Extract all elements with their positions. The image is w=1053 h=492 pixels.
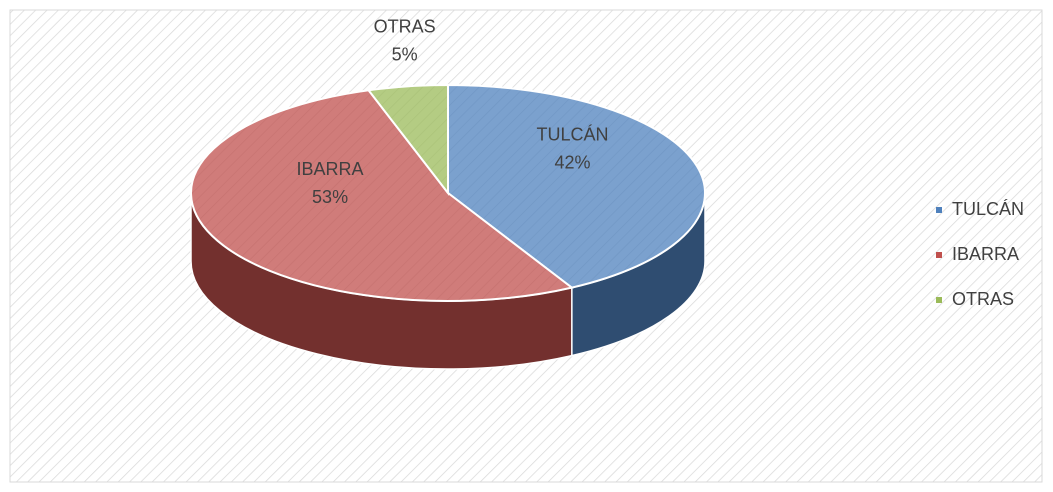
slice-label-name: TULCÁN [536, 124, 608, 144]
slice-label-value: 5% [392, 45, 418, 65]
pie-slice [366, 83, 449, 196]
slice-label-value: 53% [312, 187, 348, 207]
slice-label-value: 42% [554, 152, 590, 172]
legend-label: OTRAS [952, 289, 1014, 309]
legend-swatch [936, 297, 942, 303]
legend-label: TULCÁN [952, 199, 1024, 219]
pie: TULCÁN 42% IBARRA 53% OTRAS 5% [190, 17, 706, 370]
slice-label-name: OTRAS [374, 17, 436, 37]
legend-swatch [936, 252, 942, 258]
pie-slice [447, 83, 706, 289]
legend-label: IBARRA [952, 244, 1019, 264]
slice-label-name: IBARRA [297, 159, 364, 179]
legend-swatch [936, 207, 942, 213]
legend: TULCÁN IBARRA OTRAS [936, 199, 1024, 309]
pie-slice [190, 89, 575, 302]
